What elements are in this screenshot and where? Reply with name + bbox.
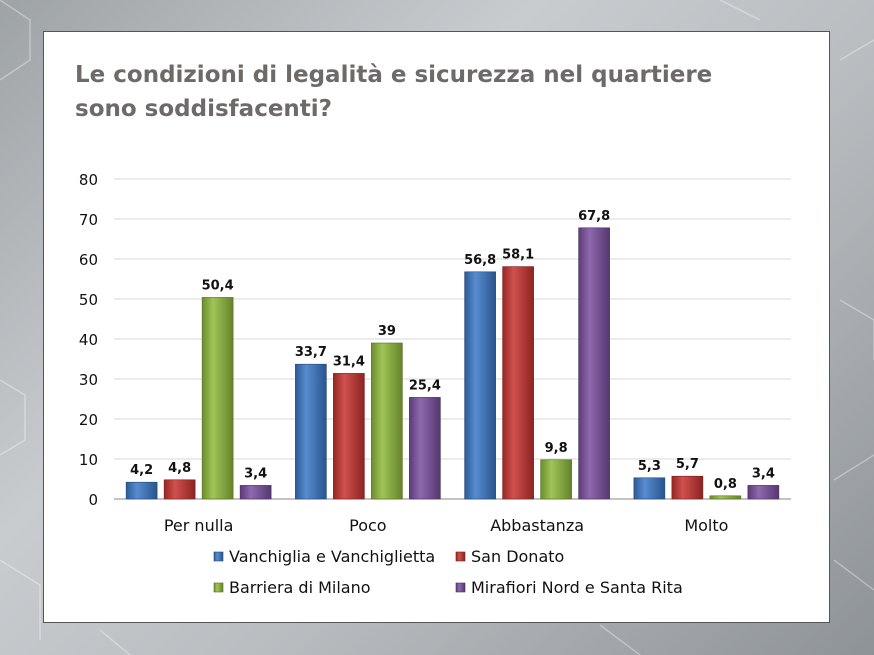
category-label: Per nulla xyxy=(164,516,234,535)
data-label: 56,8 xyxy=(464,253,496,268)
legend-swatch xyxy=(455,582,466,593)
bar xyxy=(540,459,572,500)
bar xyxy=(239,485,272,500)
bar xyxy=(371,342,403,500)
y-tick-label: 0 xyxy=(88,491,98,509)
data-label: 31,4 xyxy=(333,354,365,369)
y-tick-label: 30 xyxy=(79,371,98,389)
y-tick-label: 10 xyxy=(79,451,98,469)
data-label: 4,8 xyxy=(168,461,191,476)
legend-label: Vanchiglia e Vanchiglietta xyxy=(229,547,435,566)
bar xyxy=(709,495,742,500)
y-tick-label: 60 xyxy=(79,251,98,269)
bar xyxy=(671,475,704,500)
legend-swatch xyxy=(213,551,224,562)
data-label: 5,3 xyxy=(638,459,661,474)
bar xyxy=(163,479,196,500)
data-label: 58,1 xyxy=(502,248,534,263)
bar xyxy=(333,373,365,500)
chart-title-line-2: sono soddisfacenti? xyxy=(75,96,333,122)
bar-chart: 0 10 20 30 40 50 60 70 80 4,2 4,8 50,4 3,4 Per nulla 3… xyxy=(79,171,791,597)
data-label: 4,2 xyxy=(130,463,153,478)
bar xyxy=(747,485,780,500)
chart-title: Le condizioni di legalità e sicurezza ne… xyxy=(75,58,775,126)
data-label: 33,7 xyxy=(295,345,327,360)
bar xyxy=(125,481,158,500)
data-label: 67,8 xyxy=(578,209,610,224)
y-tick-label: 50 xyxy=(79,291,98,309)
legend-label: Mirafiori Nord e Santa Rita xyxy=(471,578,683,597)
legend-label: San Donato xyxy=(471,547,564,566)
data-label: 5,7 xyxy=(676,457,699,472)
data-label: 25,4 xyxy=(409,378,441,393)
category-label: Abbastanza xyxy=(490,516,584,535)
data-label: 50,4 xyxy=(202,278,234,293)
bar xyxy=(578,227,610,500)
y-tick-label: 80 xyxy=(79,171,98,189)
legend-swatch xyxy=(455,551,466,562)
bar xyxy=(201,297,234,500)
bar xyxy=(502,266,534,500)
chart-title-line-1: Le condizioni di legalità e sicurezza ne… xyxy=(75,62,713,88)
legend-label: Barriera di Milano xyxy=(229,578,371,597)
data-label: 0,8 xyxy=(714,477,737,492)
y-tick-label: 20 xyxy=(79,411,98,429)
data-label: 3,4 xyxy=(244,466,267,481)
data-label: 3,4 xyxy=(752,466,775,481)
category-label: Poco xyxy=(349,516,386,535)
bar xyxy=(464,271,496,500)
bar xyxy=(633,477,666,500)
category-label: Molto xyxy=(684,516,728,535)
bar xyxy=(409,397,441,500)
data-label: 9,8 xyxy=(545,441,568,456)
legend-swatch xyxy=(213,582,224,593)
y-tick-label: 40 xyxy=(79,331,98,349)
chart-panel: Le condizioni di legalità e sicurezza ne… xyxy=(43,31,830,623)
bar xyxy=(295,363,327,500)
data-label: 39 xyxy=(378,324,396,339)
y-tick-label: 70 xyxy=(79,211,98,229)
